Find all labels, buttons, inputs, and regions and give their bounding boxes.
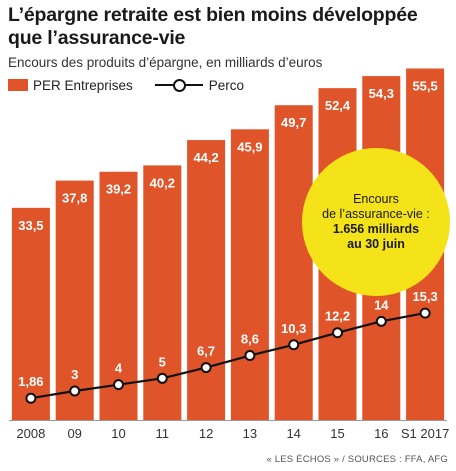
annotation-line1: Encours	[353, 192, 399, 206]
x-tick-label: 10	[111, 426, 125, 441]
chart-title: L’épargne retraite est bien moins dévelo…	[8, 4, 418, 49]
bar	[230, 129, 269, 421]
line-point	[25, 392, 37, 404]
bar-value-label: 52,4	[325, 98, 351, 113]
line-value-label: 3	[71, 367, 78, 382]
annotation-circle: Encours de l’assurance-vie : 1.656 milli…	[302, 148, 450, 296]
bar	[187, 140, 226, 421]
bar-value-label: 39,2	[106, 182, 131, 197]
legend-label-line: Perco	[208, 77, 245, 93]
annotation-line4: au 30 juin	[347, 237, 405, 251]
bar	[11, 207, 50, 420]
bar-value-label: 54,3	[369, 86, 394, 101]
bar-value-label: 49,7	[281, 115, 306, 130]
bar	[99, 171, 138, 420]
bar-value-label: 40,2	[150, 175, 175, 190]
bar-value-label: 44,2	[193, 150, 218, 165]
bar-value-label: 55,5	[412, 79, 437, 94]
bar	[55, 180, 94, 420]
x-tick-label: 15	[330, 426, 344, 441]
line-point	[156, 372, 168, 384]
legend: PER Entreprises Perco	[8, 76, 244, 94]
line-point	[69, 385, 81, 397]
x-tick-label: 13	[243, 426, 257, 441]
line-value-label: 15,3	[412, 289, 437, 304]
line-point	[113, 379, 124, 391]
line-value-label: 10,3	[281, 321, 306, 336]
line-value-label: 1,86	[18, 374, 43, 389]
x-tick-label: 11	[156, 426, 170, 441]
x-tick-label: 14	[286, 426, 300, 441]
series-line-perco	[30, 312, 426, 400]
x-tick-label: 12	[199, 426, 213, 441]
x-tick-label: S1 2017	[401, 426, 449, 441]
line-point	[419, 307, 431, 319]
line-point	[200, 362, 212, 374]
line-value-label: 8,6	[241, 332, 259, 347]
x-tick-label: 09	[67, 426, 81, 441]
source-note: « LES ÉCHOS » / SOURCES : FFA, AFG	[266, 454, 448, 465]
line-value-label: 5	[159, 354, 166, 369]
legend-swatch-line	[154, 79, 203, 92]
bar-value-label: 37,8	[62, 191, 87, 206]
x-tick-label: 2008	[16, 426, 45, 441]
annotation-line3: 1.656 milliards	[332, 222, 420, 236]
bar-value-label: 33,5	[18, 218, 43, 233]
line-value-label: 4	[115, 361, 123, 376]
line-point	[244, 350, 256, 362]
line-value-label: 12,2	[325, 309, 350, 324]
line-value-label: 14	[374, 297, 389, 312]
line-value-label: 6,7	[197, 344, 215, 359]
chart-subtitle: Encours des produits d’épargne, en milli…	[8, 55, 323, 70]
bar-value-label: 45,9	[237, 139, 262, 154]
line-point	[288, 339, 300, 351]
line-point	[375, 315, 387, 327]
legend-label-bar: PER Entreprises	[33, 77, 133, 93]
line-point	[332, 327, 343, 339]
annotation-line2: de l’assurance-vie :	[322, 207, 430, 221]
legend-swatch-bar	[8, 79, 28, 91]
bar	[274, 105, 313, 420]
x-tick-label: 16	[374, 426, 388, 441]
